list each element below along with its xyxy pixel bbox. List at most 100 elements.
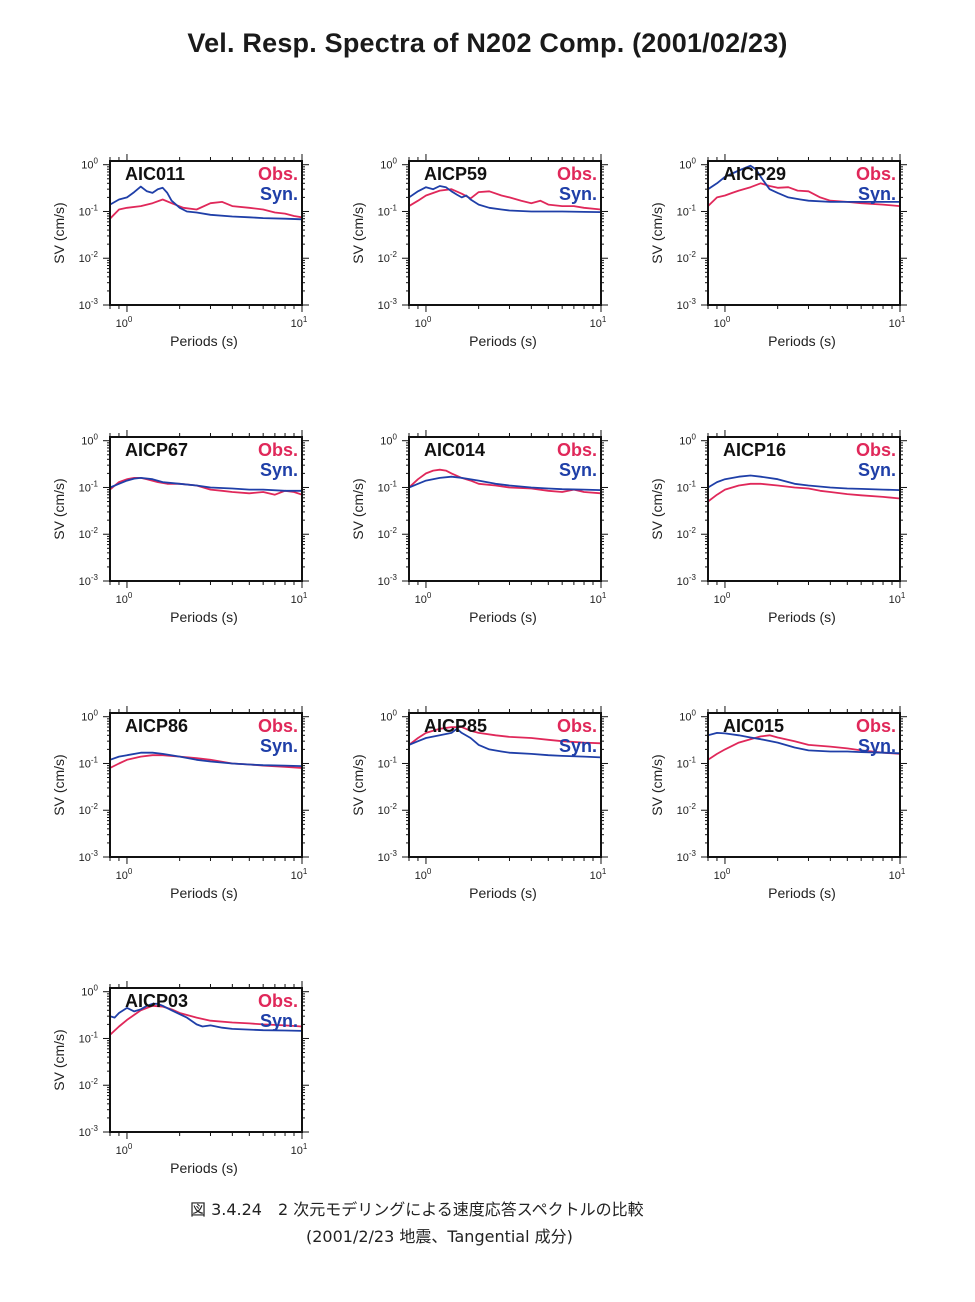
y-tick-label: 10-3 — [79, 1124, 99, 1139]
chart-panel-aic011: 10-3 10-2 10-1 100 100 101 Periods (s) SV (cm/s… — [40, 151, 340, 386]
y-tick-label: 10-1 — [79, 755, 99, 770]
plot-frame — [408, 712, 602, 858]
legend-entry-syn: Syn. — [559, 736, 597, 756]
legend-entry-syn: Syn. — [858, 460, 896, 480]
y-tick-label: 10-1 — [378, 203, 398, 218]
y-tick-label: 10-3 — [677, 849, 697, 864]
plot-area: 10-3 10-2 10-1 100 100 101 Periods (s) SV (cm/s… — [350, 706, 608, 901]
legend-entry-obs: Obs. — [856, 716, 896, 736]
series-line-syn — [409, 475, 601, 491]
x-tick-label: 100 — [714, 867, 731, 882]
y-tick-label: 10-2 — [677, 250, 697, 265]
x-tick-label: 101 — [889, 867, 906, 882]
legend-entry-syn: Syn. — [260, 460, 298, 480]
series-line-obs — [110, 1004, 302, 1036]
spectra-chart: 10-3 10-2 10-1 100 100 101 Periods (s) SV (cm/s… — [649, 154, 907, 349]
series-line-syn — [110, 1002, 302, 1032]
y-tick-label: 10-3 — [677, 297, 697, 312]
plot-area: 10-3 10-2 10-1 100 100 101 Periods (s) SV (cm/s… — [350, 154, 608, 349]
page-title: Vel. Resp. Spectra of N202 Comp. (2001/0… — [187, 28, 788, 58]
legend-entry-obs: Obs. — [856, 164, 896, 184]
plot-area: 10-3 10-2 10-1 100 100 101 Periods (s) SV (cm/s… — [649, 154, 907, 349]
y-tick-label: 10-2 — [378, 250, 398, 265]
plot-area: 10-3 10-2 10-1 100 100 101 Periods (s) SV (cm/s… — [350, 430, 608, 625]
plot-frame — [109, 987, 303, 1133]
x-tick-label: 100 — [415, 315, 432, 330]
spectra-chart: 10-3 10-2 10-1 100 100 101 Periods (s) SV (cm/s… — [350, 430, 608, 625]
plot-area: 10-3 10-2 10-1 100 100 101 Periods (s) SV (cm/s… — [51, 430, 309, 625]
spectra-chart: 10-3 10-2 10-1 100 100 101 Periods (s) SV (cm/s… — [350, 706, 608, 901]
y-tick-label: 10-2 — [378, 526, 398, 541]
plot-frame — [109, 160, 303, 306]
y-axis-label: SV (cm/s) — [51, 1029, 67, 1090]
x-tick-label: 101 — [590, 867, 607, 882]
series-line-syn — [110, 751, 302, 767]
y-tick-label: 10-3 — [378, 849, 398, 864]
x-tick-label: 101 — [889, 315, 906, 330]
plot-frame — [408, 436, 602, 582]
x-tick-label: 100 — [714, 315, 731, 330]
y-tick-label: 10-3 — [378, 573, 398, 588]
station-label: AIC014 — [424, 440, 485, 460]
series-line-obs — [409, 726, 601, 746]
y-tick-label: 10-2 — [79, 526, 99, 541]
chart-panel-aicp16: 10-3 10-2 10-1 100 100 101 Periods (s) SV (cm/s… — [638, 427, 938, 662]
y-tick-label: 10-1 — [79, 479, 99, 494]
x-axis-label: Periods (s) — [768, 333, 836, 349]
x-axis-label: Periods (s) — [469, 333, 537, 349]
chart-panel-aicp85: 10-3 10-2 10-1 100 100 101 Periods (s) SV (cm/s… — [339, 703, 639, 938]
y-tick-label: 10-2 — [677, 526, 697, 541]
plot-area: 10-3 10-2 10-1 100 100 101 Periods (s) SV (cm/s… — [649, 430, 907, 625]
x-tick-label: 100 — [116, 1142, 133, 1157]
plot-area: 10-3 10-2 10-1 100 100 101 Periods (s) SV (cm/s… — [51, 981, 309, 1176]
y-tick-label: 100 — [380, 157, 397, 172]
y-axis-label: SV (cm/s) — [51, 478, 67, 539]
plot-frame — [109, 436, 303, 582]
series-line-obs — [409, 188, 601, 211]
chart-panel-aic015: 10-3 10-2 10-1 100 100 101 Periods (s) SV (cm/s… — [638, 703, 938, 938]
y-tick-label: 100 — [380, 709, 397, 724]
x-tick-label: 100 — [714, 591, 731, 606]
x-axis-label: Periods (s) — [469, 885, 537, 901]
y-tick-label: 10-3 — [378, 297, 398, 312]
legend-entry-obs: Obs. — [557, 164, 597, 184]
y-tick-label: 100 — [81, 433, 98, 448]
y-tick-label: 10-2 — [79, 250, 99, 265]
legend-entry-obs: Obs. — [258, 164, 298, 184]
x-tick-label: 101 — [291, 591, 308, 606]
plot-frame — [707, 160, 901, 306]
x-tick-label: 100 — [116, 315, 133, 330]
y-tick-label: 100 — [380, 433, 397, 448]
plot-area: 10-3 10-2 10-1 100 100 101 Periods (s) SV (cm/s… — [51, 706, 309, 901]
y-tick-label: 10-1 — [79, 1030, 99, 1045]
legend-entry-syn: Syn. — [559, 460, 597, 480]
chart-panel-aicp86: 10-3 10-2 10-1 100 100 101 Periods (s) SV (cm/s… — [40, 703, 340, 938]
plot-frame — [408, 160, 602, 306]
x-tick-label: 101 — [889, 591, 906, 606]
legend-entry-obs: Obs. — [557, 440, 597, 460]
x-axis-label: Periods (s) — [170, 1160, 238, 1176]
x-axis-label: Periods (s) — [768, 609, 836, 625]
x-tick-label: 101 — [590, 591, 607, 606]
station-label: AICP86 — [125, 716, 188, 736]
chart-panel-aic014: 10-3 10-2 10-1 100 100 101 Periods (s) SV (cm/s… — [339, 427, 639, 662]
station-label: AICP67 — [125, 440, 188, 460]
legend-entry-syn: Syn. — [260, 184, 298, 204]
legend-entry-obs: Obs. — [258, 716, 298, 736]
x-tick-label: 101 — [590, 315, 607, 330]
spectra-chart: 10-3 10-2 10-1 100 100 101 Periods (s) SV (cm/s… — [649, 430, 907, 625]
y-tick-label: 10-1 — [378, 479, 398, 494]
station-label: AIC011 — [125, 164, 185, 184]
series-line-syn — [409, 185, 601, 213]
series-line-syn — [409, 727, 601, 759]
legend-entry-syn: Syn. — [260, 736, 298, 756]
x-axis-label: Periods (s) — [170, 333, 238, 349]
y-tick-label: 10-1 — [677, 755, 697, 770]
y-tick-label: 10-2 — [677, 802, 697, 817]
series-line-obs — [409, 468, 601, 495]
station-label: AICP59 — [424, 164, 487, 184]
plot-frame — [707, 436, 901, 582]
y-axis-label: SV (cm/s) — [51, 754, 67, 815]
spectra-chart: 10-3 10-2 10-1 100 100 101 Periods (s) SV (cm/s… — [51, 706, 309, 901]
